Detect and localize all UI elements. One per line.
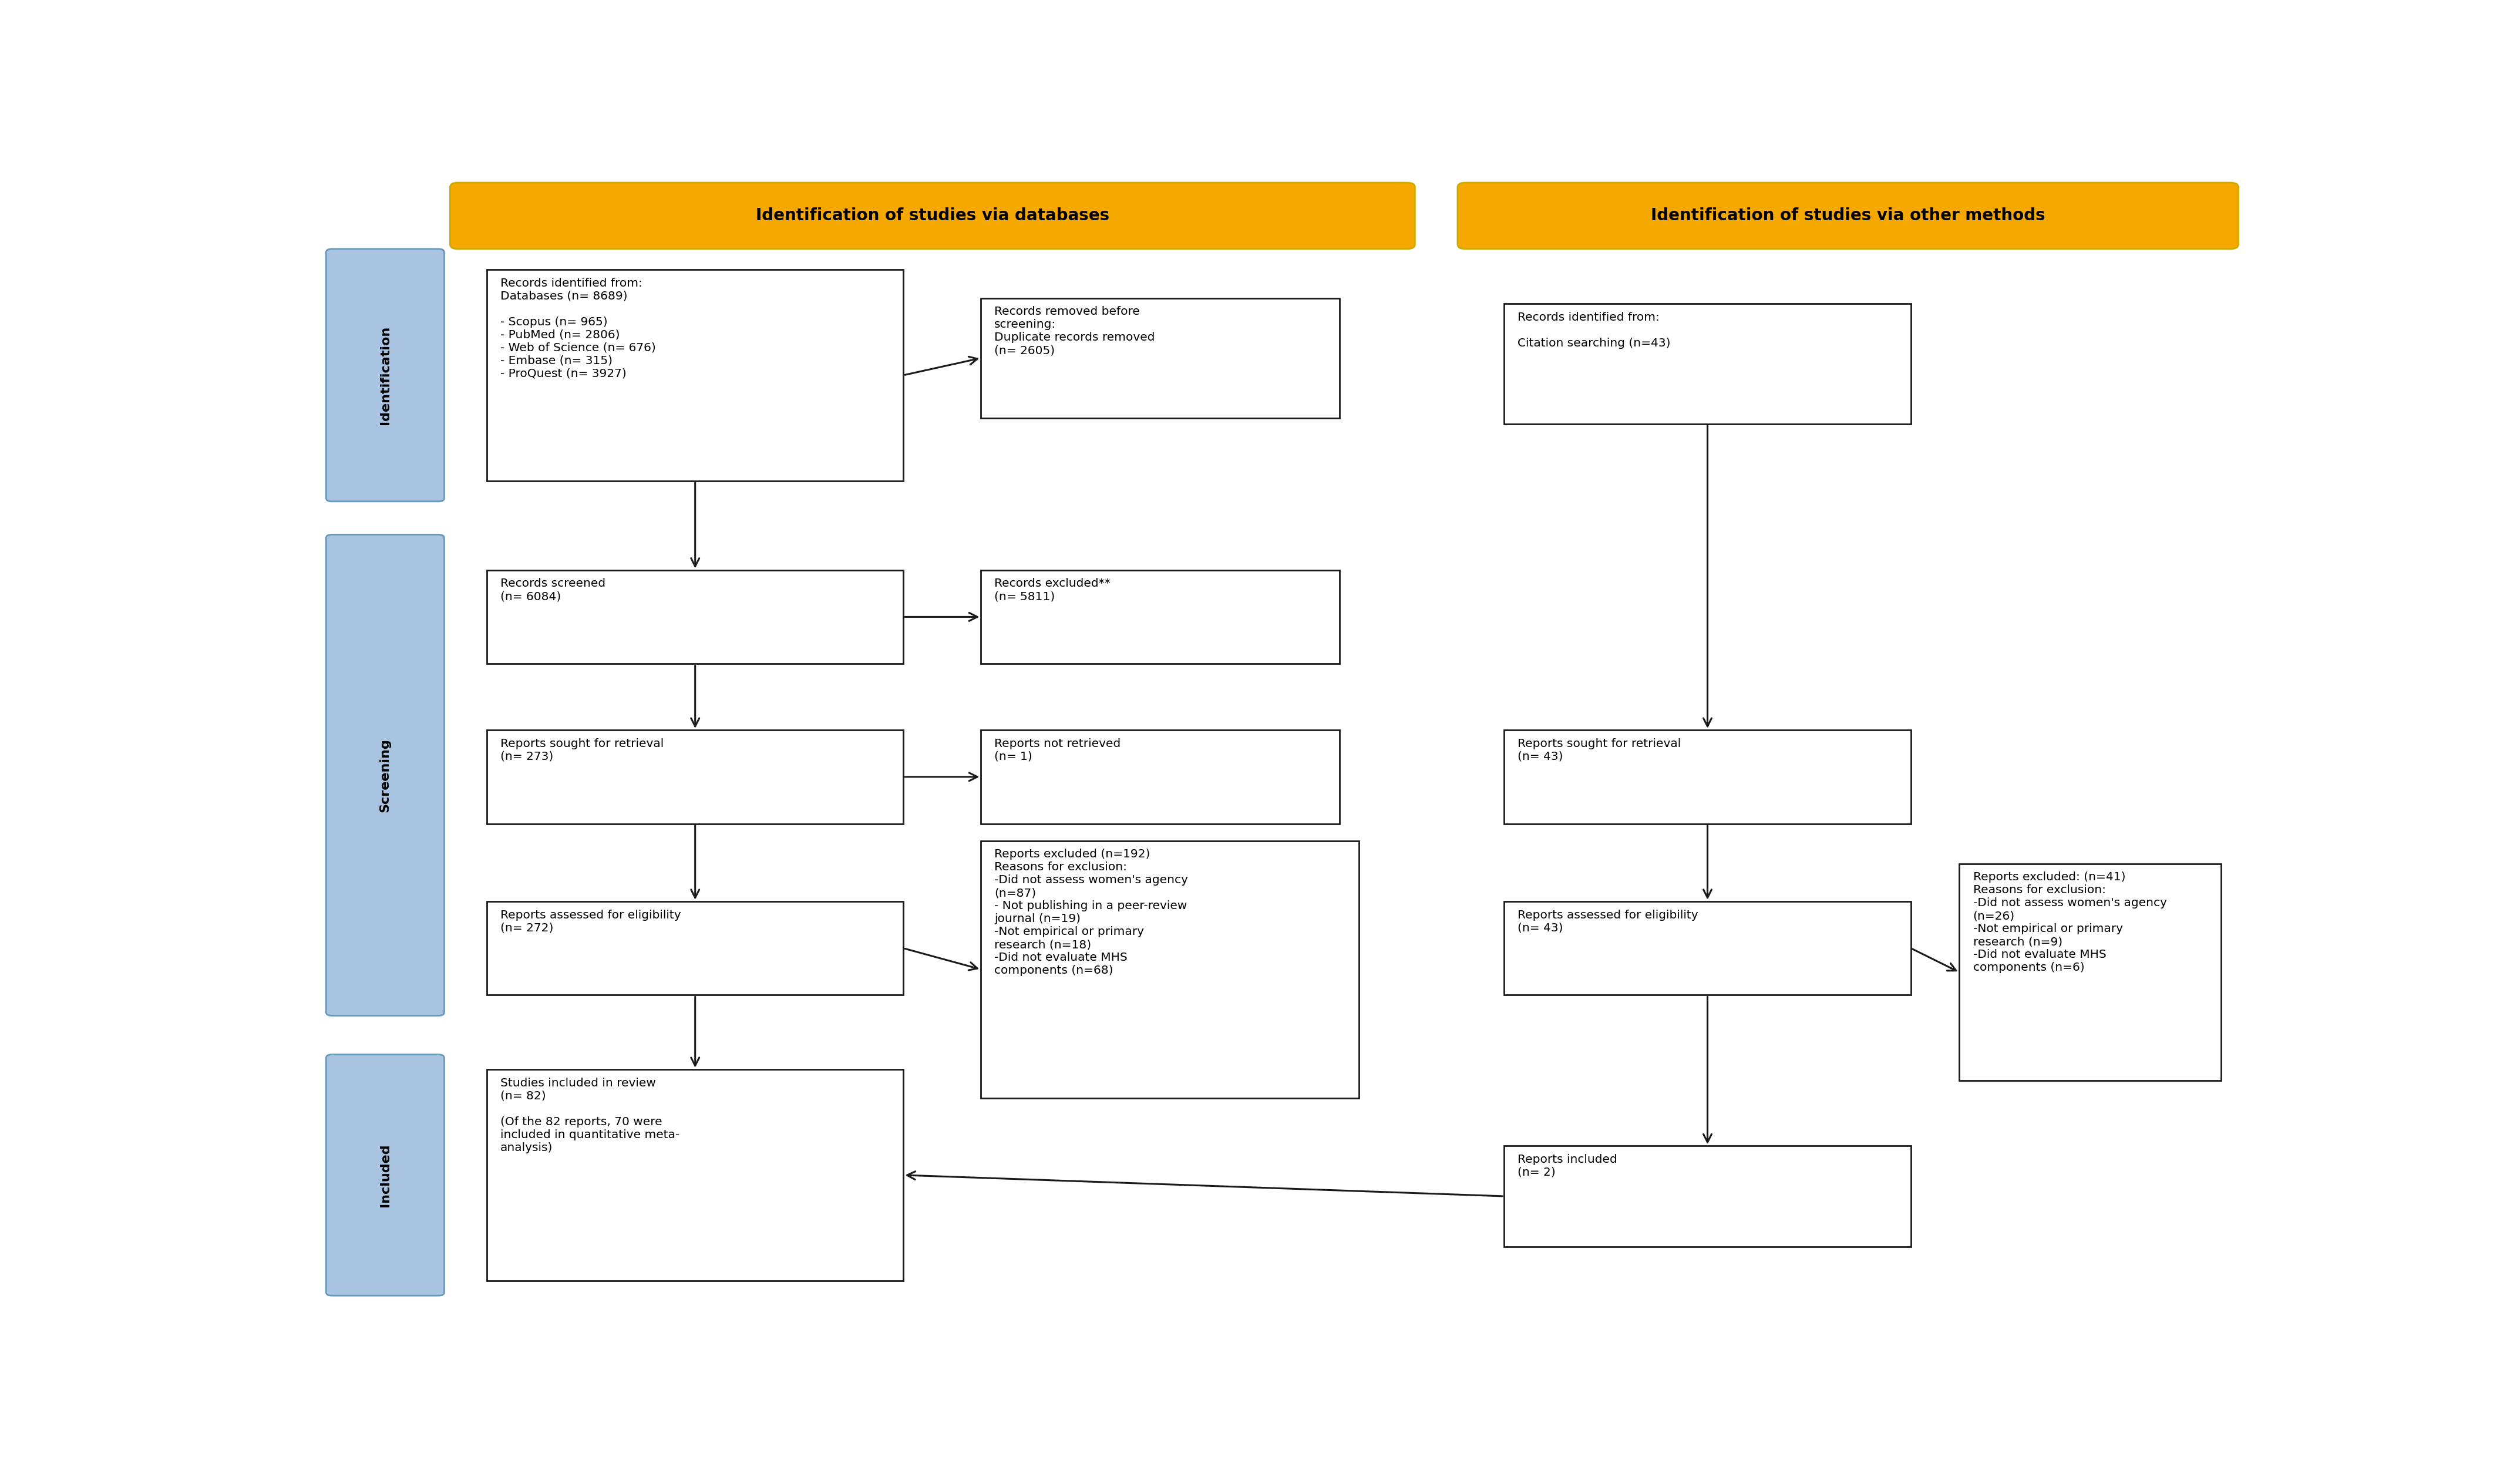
FancyBboxPatch shape [325, 249, 445, 502]
FancyBboxPatch shape [980, 298, 1340, 418]
Text: Records identified from:
Databases (n= 8689)

- Scopus (n= 965)
- PubMed (n= 280: Records identified from: Databases (n= 8… [500, 278, 655, 378]
Text: Identification of studies via databases: Identification of studies via databases [755, 208, 1110, 224]
Text: Included: Included [380, 1144, 390, 1206]
Text: Reports excluded (n=192)
Reasons for exclusion:
-Did not assess women's agency
(: Reports excluded (n=192) Reasons for exc… [995, 849, 1188, 976]
FancyBboxPatch shape [450, 183, 1415, 249]
Text: Identification: Identification [380, 326, 390, 424]
Text: Reports sought for retrieval
(n= 43): Reports sought for retrieval (n= 43) [1518, 738, 1680, 763]
FancyBboxPatch shape [980, 730, 1340, 824]
FancyBboxPatch shape [488, 570, 903, 663]
Text: Records excluded**
(n= 5811): Records excluded** (n= 5811) [995, 577, 1110, 603]
FancyBboxPatch shape [488, 730, 903, 824]
FancyBboxPatch shape [1505, 304, 1910, 424]
FancyBboxPatch shape [1458, 183, 2238, 249]
FancyBboxPatch shape [488, 270, 903, 481]
Text: Reports assessed for eligibility
(n= 43): Reports assessed for eligibility (n= 43) [1518, 910, 1698, 933]
FancyBboxPatch shape [1505, 730, 1910, 824]
Text: Screening: Screening [380, 738, 390, 812]
FancyBboxPatch shape [1960, 864, 2220, 1080]
Text: Reports included
(n= 2): Reports included (n= 2) [1518, 1155, 1618, 1178]
FancyBboxPatch shape [1505, 901, 1910, 996]
FancyBboxPatch shape [325, 1055, 445, 1296]
FancyBboxPatch shape [488, 901, 903, 996]
Text: Records identified from:

Citation searching (n=43): Records identified from: Citation search… [1518, 312, 1670, 349]
Text: Records screened
(n= 6084): Records screened (n= 6084) [500, 577, 605, 603]
Text: Identification of studies via other methods: Identification of studies via other meth… [1650, 208, 2045, 224]
FancyBboxPatch shape [980, 841, 1360, 1098]
FancyBboxPatch shape [1505, 1146, 1910, 1247]
Text: Records removed before
screening:
Duplicate records removed
(n= 2605): Records removed before screening: Duplic… [995, 306, 1155, 356]
Text: Reports not retrieved
(n= 1): Reports not retrieved (n= 1) [995, 738, 1120, 763]
FancyBboxPatch shape [488, 1070, 903, 1281]
Text: Reports excluded: (n=41)
Reasons for exclusion:
-Did not assess women's agency
(: Reports excluded: (n=41) Reasons for exc… [1973, 871, 2168, 974]
FancyBboxPatch shape [325, 534, 445, 1015]
FancyBboxPatch shape [980, 570, 1340, 663]
Text: Reports sought for retrieval
(n= 273): Reports sought for retrieval (n= 273) [500, 738, 665, 763]
Text: Studies included in review
(n= 82)

(Of the 82 reports, 70 were
included in quan: Studies included in review (n= 82) (Of t… [500, 1077, 680, 1153]
Text: Reports assessed for eligibility
(n= 272): Reports assessed for eligibility (n= 272… [500, 910, 680, 933]
